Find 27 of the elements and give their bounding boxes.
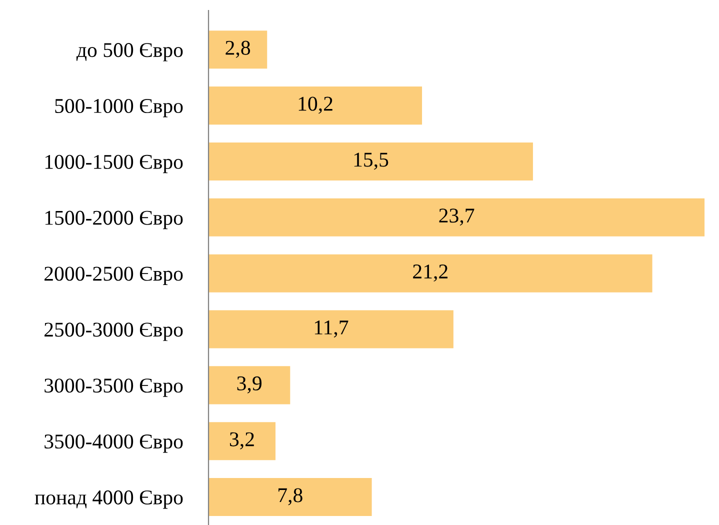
y-tick-label: 2000-2500 Євро — [44, 266, 183, 286]
bar — [208, 422, 276, 460]
data-label: 3,9 — [237, 376, 262, 394]
bar — [208, 198, 705, 236]
bar — [208, 310, 454, 348]
data-label: 21,2 — [413, 264, 448, 282]
data-label: 15,5 — [354, 152, 388, 170]
y-tick-label: 1500-2000 Євро — [45, 210, 183, 230]
data-label: 3,2 — [230, 432, 254, 450]
data-label: 23,7 — [439, 208, 474, 226]
bar — [208, 254, 652, 292]
data-label: 7,8 — [278, 488, 302, 506]
y-tick-label: 3000-3500 Євро — [44, 378, 183, 397]
y-tick-label: понад 4000 Євро — [34, 490, 183, 509]
y-tick-label: 500-1000 Євро — [55, 98, 183, 118]
bar — [208, 142, 533, 181]
data-label: 11,7 — [314, 320, 348, 338]
y-tick-label: до 500 Євро — [76, 43, 183, 62]
y-tick-label: 1000-1500 Євро — [45, 154, 183, 174]
bar — [208, 30, 268, 69]
bar — [208, 366, 290, 404]
y-tick-label: 2500-3000 Євро — [44, 322, 183, 341]
data-label: 2,8 — [226, 40, 250, 58]
data-label: 10,2 — [298, 96, 332, 114]
y-tick-label: 3500-4000 Євро — [44, 434, 183, 453]
bar — [208, 478, 372, 516]
bar — [208, 86, 422, 125]
